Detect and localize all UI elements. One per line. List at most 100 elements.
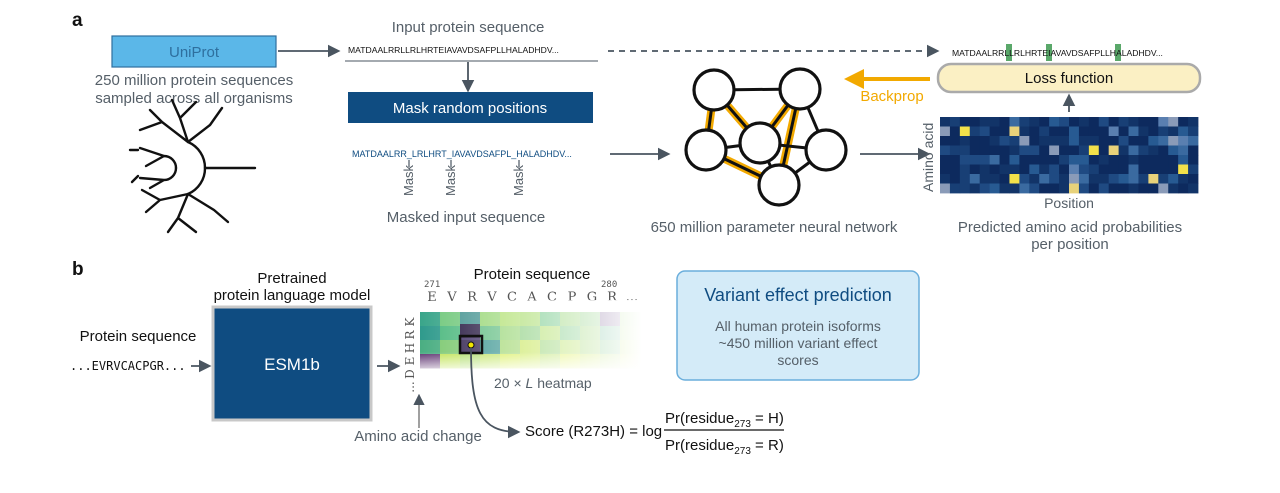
probability-cell (1178, 145, 1189, 156)
probability-cell (959, 117, 971, 127)
variant-effect-box (676, 270, 920, 381)
probability-cell-high (1009, 174, 1020, 184)
probability-cell (1059, 164, 1070, 175)
probability-cell (1138, 136, 1149, 146)
probability-cell (1039, 126, 1050, 137)
amino-acid-label: K (403, 316, 417, 326)
probability-cell (1148, 174, 1159, 184)
uniprot-desc-line2: sampled across all organisms (95, 90, 293, 107)
probability-cell (1138, 117, 1149, 127)
probability-cell (1039, 174, 1050, 184)
probability-cell (1138, 145, 1149, 156)
probability-cell (1069, 136, 1080, 146)
probability-cell-high (1178, 164, 1189, 174)
probability-cell (1029, 164, 1040, 175)
mask-random-positions-box (348, 92, 593, 123)
probability-cell (979, 183, 991, 194)
probability-cell (940, 164, 951, 175)
probability-cell (1128, 145, 1139, 156)
probability-cell (1148, 155, 1159, 165)
probability-cell (1118, 117, 1129, 127)
probability-cell (1118, 136, 1129, 146)
vep-title: Variant effect prediction (704, 285, 891, 305)
probability-cell (1019, 117, 1030, 127)
probability-cell (1138, 126, 1149, 137)
probability-cell (979, 126, 991, 137)
mask-random-positions-label: Mask random positions (393, 100, 547, 117)
amino-acid-axis-label: Amino acid (920, 123, 936, 192)
probability-cell (979, 174, 991, 184)
probability-cell (959, 183, 971, 194)
probability-cell (1088, 183, 1100, 194)
probability-cell (1029, 155, 1040, 165)
probability-cell (979, 136, 991, 146)
probability-cell (959, 164, 971, 175)
probability-cell (1168, 145, 1179, 156)
probability-cell (989, 126, 1000, 137)
probability-cell (1009, 136, 1020, 146)
probability-cell (969, 174, 981, 184)
probability-cell (1049, 183, 1060, 194)
score-numerator: Pr(residue273 = H) (665, 410, 784, 430)
probability-cell (949, 164, 961, 175)
probability-cell (1098, 174, 1110, 184)
probability-cell (1178, 126, 1189, 137)
residue-label: A (526, 290, 537, 305)
probability-cell (959, 174, 971, 184)
uniprot-desc-line1: 250 million protein sequences (95, 72, 293, 89)
probability-cell (1088, 164, 1100, 175)
probability-cell (1049, 117, 1060, 127)
probability-cell-high (1088, 145, 1099, 155)
probability-cell (1019, 174, 1030, 184)
residue-label: V (446, 290, 457, 305)
heatmap-title: Protein sequence (474, 266, 591, 283)
probability-cell (949, 155, 961, 165)
probability-cell (1178, 174, 1189, 184)
probability-cell (1088, 155, 1100, 165)
residue-label: R (607, 290, 618, 305)
probability-cell (1148, 126, 1159, 137)
probability-cell (1158, 174, 1169, 184)
probability-cell (940, 126, 951, 137)
amino-acid-label: D (403, 369, 417, 379)
probability-cell (949, 117, 961, 127)
probability-cell (1158, 136, 1169, 146)
residue-label: V (486, 290, 497, 305)
probability-cell (1009, 183, 1020, 194)
probability-cell (1128, 136, 1139, 146)
vep-line1: All human protein isoforms (715, 318, 881, 334)
probability-cell (969, 136, 981, 146)
probability-cell (999, 155, 1010, 165)
panel-b-label: b (72, 259, 84, 280)
probability-cell (1128, 183, 1139, 194)
probability-cell (959, 145, 971, 156)
probability-cell (949, 136, 961, 146)
probability-cell (979, 155, 991, 165)
probability-cell (959, 136, 971, 146)
probability-cell (1078, 183, 1090, 194)
probability-cell (940, 155, 951, 165)
mask-label-2: Mask (443, 164, 458, 196)
mask-label-1: Mask (401, 164, 416, 196)
residue-label: G (587, 290, 597, 305)
input-sequence-title: Input protein sequence (392, 19, 545, 36)
probability-cells (940, 117, 1199, 194)
probability-cell (1019, 145, 1030, 156)
probability-cell (1039, 136, 1050, 146)
probability-cell (1059, 155, 1070, 165)
probability-cell (999, 136, 1010, 146)
probability-cell (1029, 145, 1040, 156)
probability-cell (1059, 126, 1070, 137)
heatmap-fade-bottom (420, 352, 642, 374)
probability-cell (979, 145, 991, 156)
probability-cell (940, 174, 951, 184)
probability-cell (1078, 136, 1090, 146)
amino-acid-label: ... (403, 381, 417, 392)
b-input-label: Protein sequence (80, 328, 197, 345)
probability-cell (1118, 174, 1129, 184)
probability-cell (989, 174, 1000, 184)
probability-cell (1069, 155, 1080, 165)
network-caption: 650 million parameter neural network (651, 219, 898, 236)
